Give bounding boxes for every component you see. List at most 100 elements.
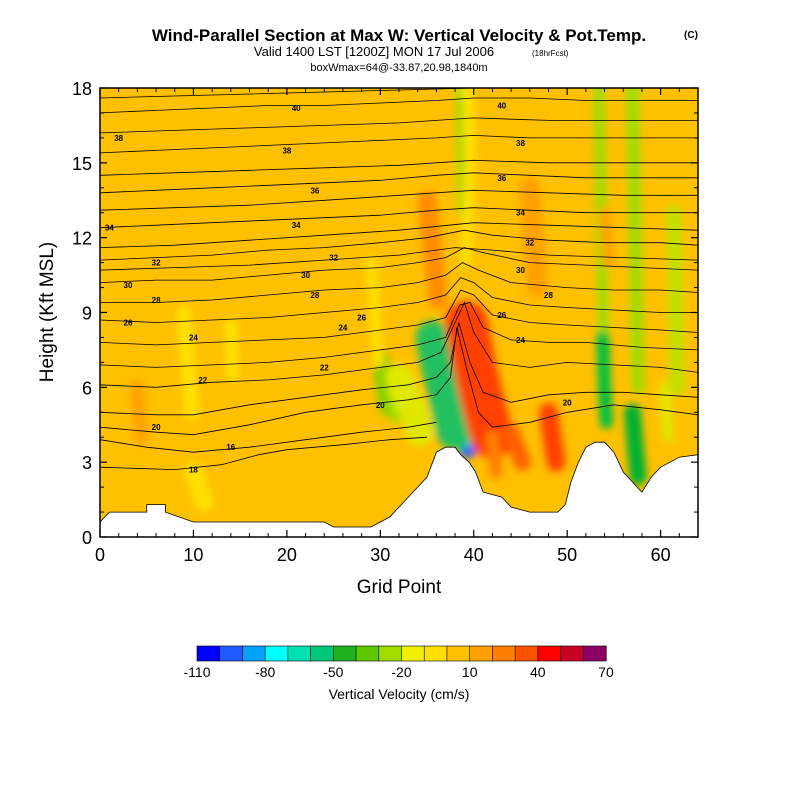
contour-label: 30 xyxy=(301,271,310,280)
colorbar-swatch xyxy=(492,645,516,662)
colorbar-swatch xyxy=(401,645,425,662)
velocity-region-27 xyxy=(184,462,214,512)
colorbar-tick-label: 10 xyxy=(462,664,478,680)
velocity-region-6 xyxy=(444,301,514,459)
velocity-region-14 xyxy=(626,88,645,394)
colorbar-swatch xyxy=(287,645,312,662)
y-tick-label: 18 xyxy=(72,79,92,99)
theta-contour-22 xyxy=(100,302,698,368)
theta-contour-18 xyxy=(100,421,437,453)
y-tick-label: 6 xyxy=(82,378,92,398)
theta-contour-20 xyxy=(100,322,698,416)
x-axis: 0 10 20 30 40 50 60 xyxy=(95,88,699,565)
contour-label: 26 xyxy=(497,311,506,320)
contour-label: 22 xyxy=(320,363,329,372)
theta-isoline-2 xyxy=(100,117,698,134)
contour-label: 24 xyxy=(516,336,525,345)
y-axis-label: Height (Kft MSL) xyxy=(37,242,58,382)
colorbar-swatch xyxy=(378,645,403,662)
colorbar-label: Vertical Velocity (cm/s) xyxy=(329,686,470,702)
theta-contour-30 xyxy=(100,247,698,283)
contour-label: 20 xyxy=(152,423,161,432)
contour-label: 26 xyxy=(124,319,133,328)
theta-contour-20 xyxy=(100,327,698,436)
y-tick-label: 12 xyxy=(72,229,92,249)
y-tick-label: 0 xyxy=(82,528,92,548)
terrain xyxy=(100,441,698,537)
colorbar-swatch xyxy=(333,645,357,662)
colorbar-swatch xyxy=(310,645,334,662)
velocity-region-23 xyxy=(176,305,200,420)
contour-label: 34 xyxy=(292,221,301,230)
velocity-region-22 xyxy=(519,177,548,298)
x-axis-label: Grid Point xyxy=(357,577,442,598)
contour-labels: 40 40 38 38 38 36 36 34 34 34 32 32 32 30 30 30 28 28 28 26… xyxy=(105,102,572,475)
colorbar-tick-label: -110 xyxy=(184,664,211,680)
theta-contour-26 xyxy=(100,277,698,323)
velocity-region-25 xyxy=(365,257,384,368)
contour-label: 40 xyxy=(497,102,506,111)
contour-label: 24 xyxy=(189,333,198,342)
colorbar-tick-label: 70 xyxy=(598,664,614,680)
x-tick-label: 10 xyxy=(183,545,203,565)
theta-contour-22 xyxy=(100,301,698,388)
colorbar-swatch xyxy=(219,645,244,662)
contour-label: 30 xyxy=(124,281,133,290)
colorbar-swatch xyxy=(582,645,607,662)
contour-label: 28 xyxy=(310,291,319,300)
chart-title-mark: (C) xyxy=(684,30,698,41)
contour-label: 38 xyxy=(114,134,123,143)
contour-label: 32 xyxy=(152,259,161,268)
x-tick-label: 60 xyxy=(651,545,671,565)
velocity-region-21 xyxy=(417,190,448,310)
theta-isoline-4 xyxy=(100,189,698,211)
contour-label: 38 xyxy=(516,139,525,148)
theta-contour-24 xyxy=(100,289,698,346)
velocity-region-10 xyxy=(456,88,468,218)
contour-label: 34 xyxy=(516,209,525,218)
colorbar-swatch xyxy=(560,645,584,662)
velocity-region-13 xyxy=(596,330,613,429)
x-tick-label: 50 xyxy=(557,545,577,565)
chart-subtitle-note: (18hrFcst) xyxy=(532,49,569,58)
contour-label: 34 xyxy=(105,224,114,233)
colorbar-swatch xyxy=(469,645,493,662)
chart-subtitle-box: boxWmax=64@-33.87,20.98,1840m xyxy=(310,62,487,74)
theta-contour-34 xyxy=(100,207,698,229)
theta-contour-28 xyxy=(100,262,698,303)
x-tick-label: 30 xyxy=(370,545,390,565)
velocity-region-20 xyxy=(485,430,503,479)
plot-area: 40 40 38 38 38 36 36 34 34 34 32 32 32 30 30 30 28 28 28 26… xyxy=(99,87,699,538)
contour-label: 36 xyxy=(310,186,319,195)
colorbar-tick-label: 40 xyxy=(530,664,546,680)
contour-label: 40 xyxy=(292,104,301,113)
colorbar-tick-label: -50 xyxy=(323,664,343,680)
theta-isoline-1 xyxy=(100,159,698,176)
y-tick-label: 9 xyxy=(82,304,92,324)
colorbar-swatch xyxy=(514,645,539,662)
velocity-region-9 xyxy=(385,363,434,447)
contour-label: 24 xyxy=(338,324,347,333)
contour-label: 36 xyxy=(497,174,506,183)
theta-isoline-5 xyxy=(100,247,698,271)
contour-label: 32 xyxy=(525,239,534,248)
y-tick-label: 3 xyxy=(82,453,92,473)
velocity-region-16 xyxy=(666,205,685,395)
contour-label: 30 xyxy=(516,266,525,275)
chart-subtitle: Valid 1400 LST [1200Z] MON 17 Jul 2006 xyxy=(254,44,494,59)
contour-label: 38 xyxy=(282,146,291,155)
velocity-region-26 xyxy=(130,380,148,444)
colorbar-swatch xyxy=(264,645,289,662)
colorbar-swatch xyxy=(446,645,471,662)
colorbar-swatch xyxy=(537,645,562,662)
velocity-region-17 xyxy=(658,381,674,443)
theta-isoline-0 xyxy=(100,222,698,248)
y-tick-label: 15 xyxy=(72,154,92,174)
velocity-region-3 xyxy=(415,320,470,449)
colorbar-swatch xyxy=(355,645,380,662)
colorbar-tick-label: -20 xyxy=(391,664,411,680)
colorbar: -110 -80 -50 -20 10 40 70 xyxy=(184,645,614,680)
colorbar-swatch xyxy=(423,645,448,662)
